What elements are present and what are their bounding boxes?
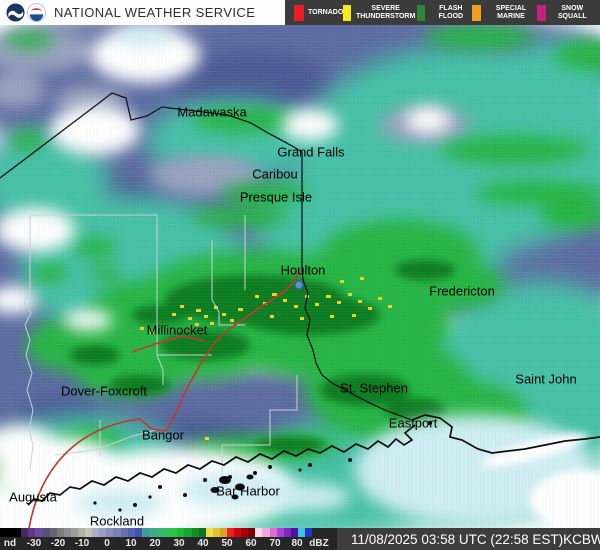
colorbar-segment-26 [198, 528, 206, 537]
warning-swatch-flash-flood [416, 4, 426, 21]
colorbar-segment-11 [92, 528, 100, 537]
highways [28, 267, 301, 528]
warning-label-flash-flood: FLASH FLOOD [438, 4, 464, 20]
colorbar-segment-34 [255, 528, 263, 537]
colorbar-segment-12 [99, 528, 107, 537]
colorbar-segment-32 [241, 528, 249, 537]
colorbar-segment-38 [283, 528, 291, 537]
nws-logo [27, 3, 46, 22]
reflectivity-colorbar: nd -30 -20 -10 0 10 20 30 40 50 60 70 80 dBZ [0, 528, 337, 550]
noaa-logo [6, 3, 25, 22]
colorbar-segment-10 [85, 528, 93, 537]
colorbar-segment-29 [219, 528, 227, 537]
warning-swatch-severe-thunderstorm [343, 4, 351, 21]
colorbar-segment-21 [163, 528, 171, 537]
colorbar-tick-10: 10 [125, 538, 137, 549]
state-border [0, 92, 413, 421]
colorbar-tick--10: -10 [74, 538, 90, 549]
colorbar-segment-6 [56, 528, 64, 537]
colorbar-segment-24 [184, 528, 192, 537]
colorbar-strip [0, 528, 313, 537]
colorbar-tick-nd: nd [3, 538, 17, 549]
echo-intense-rain [70, 260, 455, 453]
radar-site-marker-kcbw [294, 280, 304, 290]
warning-label-tornado: TORNADO [308, 8, 344, 16]
colorbar-tick-50: 50 [221, 538, 233, 549]
islands [93, 421, 432, 512]
status-bar: nd -30 -20 -10 0 10 20 30 40 50 60 70 80 dBZ 11/08/20… [0, 528, 600, 550]
colorbar-segment-40 [297, 528, 306, 537]
colorbar-segment-36 [269, 528, 277, 537]
colorbar-segment-2 [28, 528, 36, 537]
coastline [27, 414, 600, 506]
colorbar-segment-28 [212, 528, 220, 537]
warning-swatch-snow-squall [536, 4, 546, 21]
nws-brand: NATIONAL WEATHER SERVICE [0, 3, 255, 22]
nws-header: NATIONAL WEATHER SERVICE TORNADO SEVERE T… [0, 0, 600, 25]
colorbar-tick-40: 40 [197, 538, 209, 549]
colorbar-segment-4 [42, 528, 50, 537]
warning-item-severe-thunderstorm: SEVERE THUNDERSTORM [343, 4, 416, 21]
colorbar-segment-35 [262, 528, 270, 537]
colorbar-tick-0: 0 [104, 538, 110, 549]
radar-field [0, 25, 600, 528]
colorbar-segment-20 [156, 528, 164, 537]
colorbar-segment-19 [148, 528, 157, 537]
timestamp: 11/08/2025 03:58 UTC (22:58 EST)KCBW [337, 528, 600, 550]
warning-label-special-marine: SPECIAL MARINE [495, 4, 527, 20]
colorbar-segment-17 [134, 528, 142, 537]
colorbar-segment-18 [141, 528, 149, 537]
colorbar-segment-8 [70, 528, 79, 537]
colorbar-segment-14 [113, 528, 121, 537]
colorbar-segment-37 [276, 528, 284, 537]
colorbar-tick--30: -30 [26, 538, 42, 549]
warning-item-tornado: TORNADO [294, 4, 344, 21]
colorbar-tick-20: 20 [149, 538, 161, 549]
colorbar-segment-13 [106, 528, 114, 537]
county-lines [23, 214, 298, 487]
colorbar-segment-22 [170, 528, 178, 537]
colorbar-segment-9 [78, 528, 86, 537]
colorbar-segment-27 [205, 528, 213, 537]
colorbar-tick-60: 60 [245, 538, 257, 549]
warning-item-flash-flood: FLASH FLOOD [416, 4, 473, 21]
radar-map[interactable]: Madawaska Grand Falls Caribou Presque Isle H… [0, 25, 600, 528]
colorbar-segment-30 [226, 528, 235, 537]
colorbar-tick-dbz: dBZ [309, 538, 329, 549]
colorbar-segment-7 [63, 528, 71, 537]
colorbar-segment-39 [290, 528, 298, 537]
warning-label-snow-squall: SNOW SQUALL [557, 4, 587, 20]
colorbar-segment-33 [248, 528, 256, 537]
colorbar-segment-16 [127, 528, 135, 537]
warning-swatch-special-marine [472, 4, 482, 21]
colorbar-segment-25 [191, 528, 199, 537]
page-title: NATIONAL WEATHER SERVICE [54, 5, 256, 20]
colorbar-segment-31 [234, 528, 242, 537]
colorbar-tick--20: -20 [50, 538, 66, 549]
colorbar-segment-0 [0, 528, 22, 537]
warning-legend: TORNADO SEVERE THUNDERSTORM FLASH FLOOD SPE… [285, 0, 600, 25]
colorbar-segment-5 [49, 528, 57, 537]
colorbar-segment-15 [120, 528, 128, 537]
colorbar-segment-1 [21, 528, 29, 537]
colorbar-segment-23 [177, 528, 185, 537]
colorbar-tick-80: 80 [291, 538, 303, 549]
warning-label-severe-thunderstorm: SEVERE THUNDERSTORM [355, 4, 416, 20]
warning-swatch-tornado [294, 4, 304, 21]
colorbar-segment-3 [35, 528, 43, 537]
warning-item-special-marine: SPECIAL MARINE [472, 4, 537, 21]
colorbar-tick-30: 30 [173, 538, 185, 549]
warning-item-snow-squall: SNOW SQUALL [536, 4, 595, 21]
colorbar-segment-41 [305, 528, 313, 537]
colorbar-tick-70: 70 [269, 538, 281, 549]
